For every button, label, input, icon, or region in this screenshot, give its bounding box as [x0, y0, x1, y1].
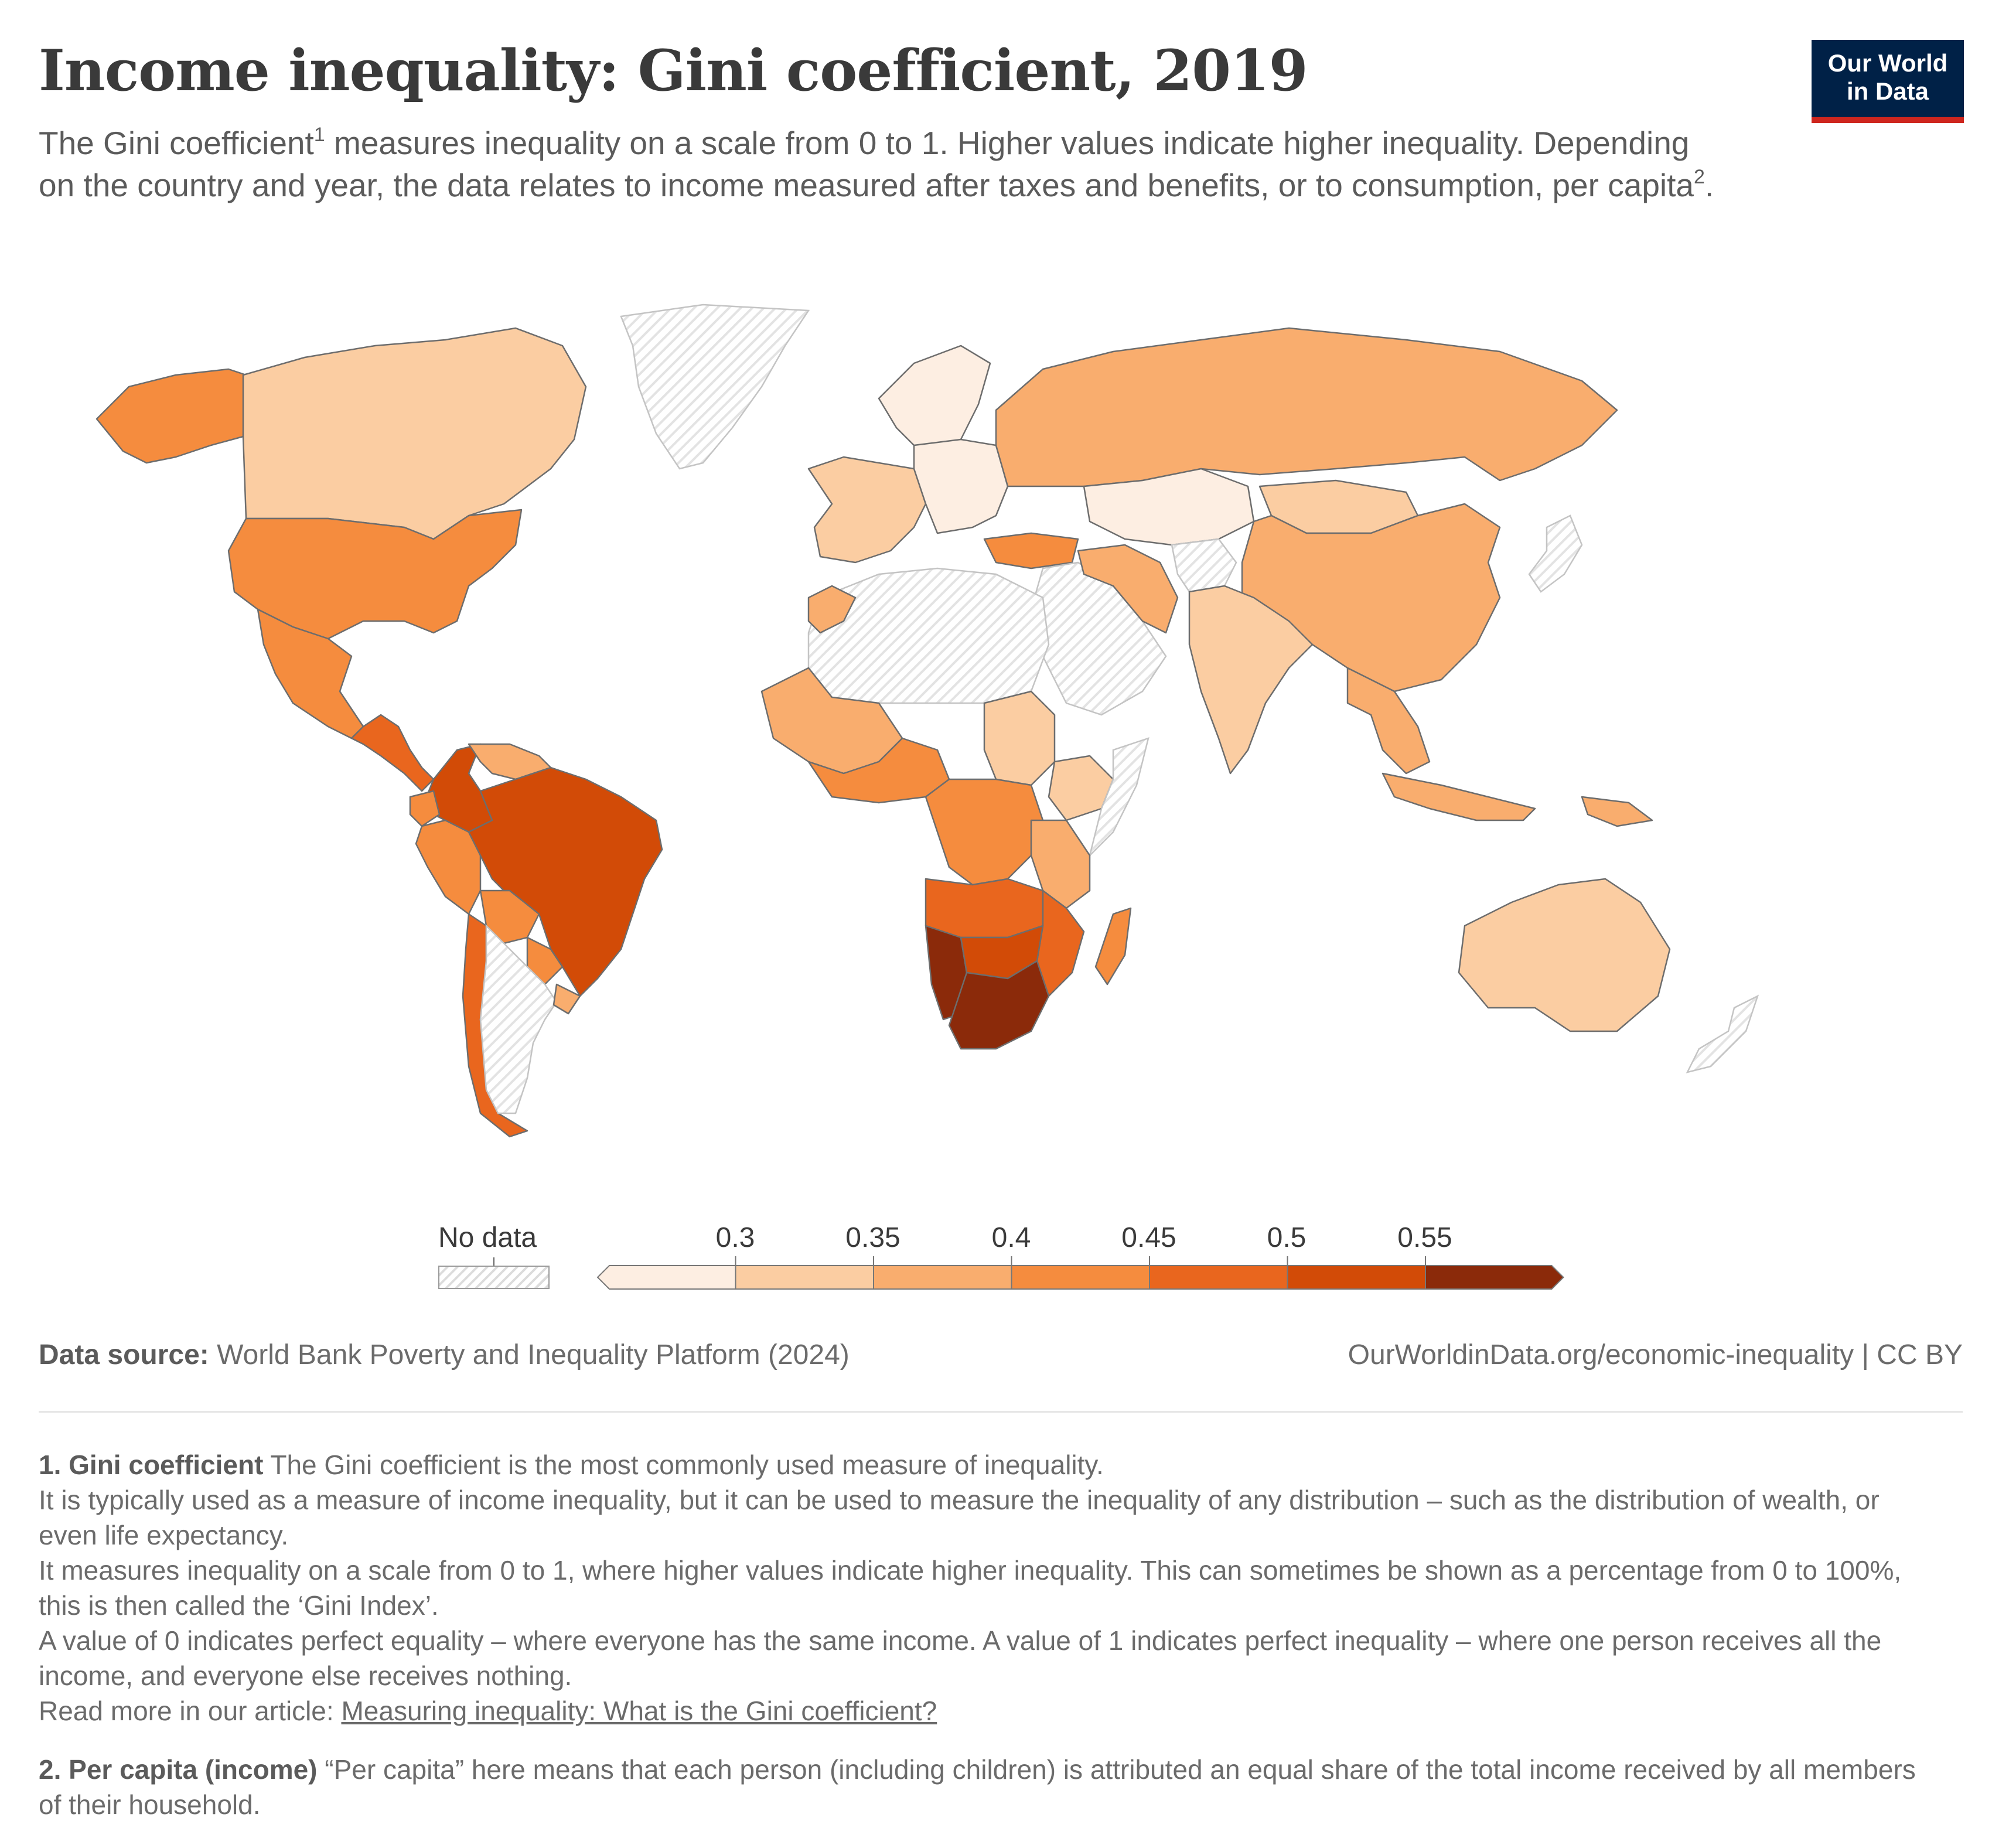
- subtitle-text-2: measures inequality on a scale from 0 to…: [39, 125, 1694, 203]
- region-peru[interactable]: [415, 819, 482, 915]
- color-legend: [596, 1256, 1564, 1290]
- legend-bin-0[interactable]: [596, 1265, 736, 1290]
- legend-bins: [596, 1256, 1564, 1290]
- region-northern-europe[interactable]: [878, 345, 991, 458]
- source-url[interactable]: OurWorldinData.org/economic-inequality |…: [1348, 1339, 1963, 1370]
- region-central-africa[interactable]: [925, 778, 1044, 886]
- gini-article-link[interactable]: Measuring inequality: What is the Gini c…: [341, 1696, 937, 1726]
- region-morocco[interactable]: [807, 585, 857, 634]
- region-eastern-europe[interactable]: [913, 438, 1009, 534]
- region-brazil[interactable]: [468, 766, 663, 997]
- region-japan[interactable]: [1528, 514, 1583, 593]
- owid-logo[interactable]: Our World in Data: [1812, 40, 1964, 123]
- region-western-europe[interactable]: [807, 456, 927, 564]
- region-south-africa[interactable]: [948, 960, 1050, 1050]
- subtitle-text-1: The Gini coefficient: [39, 125, 314, 161]
- footnote-2-text: “Per capita” here means that each person…: [39, 1754, 1916, 1820]
- legend-bin-3[interactable]: [1011, 1265, 1150, 1290]
- region-paraguay[interactable]: [526, 936, 564, 986]
- region-afghanistan[interactable]: [1171, 538, 1237, 593]
- data-source-label: Data source:: [39, 1339, 209, 1370]
- region-madagascar[interactable]: [1094, 907, 1132, 986]
- legend-bin-5[interactable]: [1287, 1265, 1426, 1290]
- legend-tick-label: 0.3: [715, 1222, 755, 1253]
- footnote-1-line-4: A value of 0 indicates perfect equality …: [39, 1625, 1882, 1691]
- region-southeast-asia[interactable]: [1346, 667, 1431, 775]
- legend-no-data-tick: [493, 1257, 494, 1266]
- legend-tick-label: 0.4: [991, 1222, 1031, 1253]
- region-iran[interactable]: [1077, 544, 1179, 634]
- legend-bin-2[interactable]: [873, 1265, 1012, 1290]
- legend-tick-label: 0.45: [1121, 1222, 1176, 1253]
- logo-line-2: in Data: [1846, 77, 1929, 105]
- region-kazakhstan[interactable]: [1083, 468, 1255, 546]
- legend-tick-label: 0.35: [845, 1222, 901, 1253]
- footer-divider: [39, 1411, 1963, 1413]
- footnote-ref-1[interactable]: 1: [313, 124, 325, 146]
- footnote-1-line-2: It is typically used as a measure of inc…: [39, 1485, 1880, 1550]
- world-map[interactable]: [0, 293, 1992, 1172]
- footnote-2-title: 2. Per capita (income): [39, 1754, 318, 1785]
- region-somalia[interactable]: [1088, 737, 1150, 858]
- footnote-2: 2. Per capita (income) “Per capita” here…: [39, 1752, 1943, 1822]
- chart-subtitle: The Gini coefficient1 measures inequalit…: [39, 122, 1714, 206]
- region-russia[interactable]: [995, 327, 1618, 487]
- legend-no-data-label: No data: [438, 1222, 537, 1253]
- region-indonesia[interactable]: [1382, 772, 1536, 821]
- region-greenland[interactable]: [620, 304, 810, 470]
- region-uruguay[interactable]: [552, 983, 581, 1015]
- footnote-1-line-3: It measures inequality on a scale from 0…: [39, 1555, 1902, 1621]
- region-alaska[interactable]: [95, 368, 247, 464]
- region-sudan[interactable]: [983, 690, 1056, 786]
- legend-bin-6[interactable]: [1425, 1265, 1564, 1290]
- region-gulf-of-guinea[interactable]: [807, 737, 950, 804]
- legend-tick-label: 0.5: [1267, 1222, 1307, 1253]
- region-north-africa[interactable]: [807, 567, 1050, 704]
- footnote-1: 1. Gini coefficient The Gini coefficient…: [39, 1447, 1943, 1728]
- legend-no-data-swatch[interactable]: [438, 1266, 550, 1289]
- region-papua-new-guinea[interactable]: [1581, 796, 1653, 827]
- chart-title: Income inequality: Gini coefficient, 201…: [39, 37, 1308, 104]
- data-source-text: World Bank Poverty and Inequality Platfo…: [209, 1339, 850, 1370]
- footnote-1-read-more: Read more in our article:: [39, 1696, 342, 1726]
- legend-bin-1[interactable]: [735, 1265, 874, 1290]
- footnote-1-line-1: The Gini coefficient is the most commonl…: [263, 1450, 1104, 1480]
- region-india[interactable]: [1188, 585, 1314, 775]
- region-argentina[interactable]: [479, 923, 558, 1114]
- region-angola-zambia[interactable]: [925, 878, 1044, 939]
- region-ecuador[interactable]: [409, 790, 441, 827]
- map-regions: [95, 304, 1759, 1138]
- data-source: Data source: World Bank Poverty and Ineq…: [39, 1339, 850, 1371]
- region-central-america[interactable]: [350, 714, 435, 792]
- footnote-1-title: 1. Gini coefficient: [39, 1450, 264, 1480]
- logo-line-1: Our World: [1827, 49, 1948, 77]
- footnote-ref-2[interactable]: 2: [1694, 166, 1705, 188]
- legend-tick-label: 0.55: [1397, 1222, 1452, 1253]
- region-turkey[interactable]: [983, 532, 1079, 570]
- region-canada[interactable]: [242, 327, 587, 540]
- region-new-zealand[interactable]: [1686, 994, 1759, 1073]
- region-east-africa[interactable]: [1030, 819, 1091, 909]
- subtitle-text-3: .: [1704, 167, 1714, 203]
- legend-bin-4[interactable]: [1149, 1265, 1288, 1290]
- region-australia[interactable]: [1458, 878, 1671, 1032]
